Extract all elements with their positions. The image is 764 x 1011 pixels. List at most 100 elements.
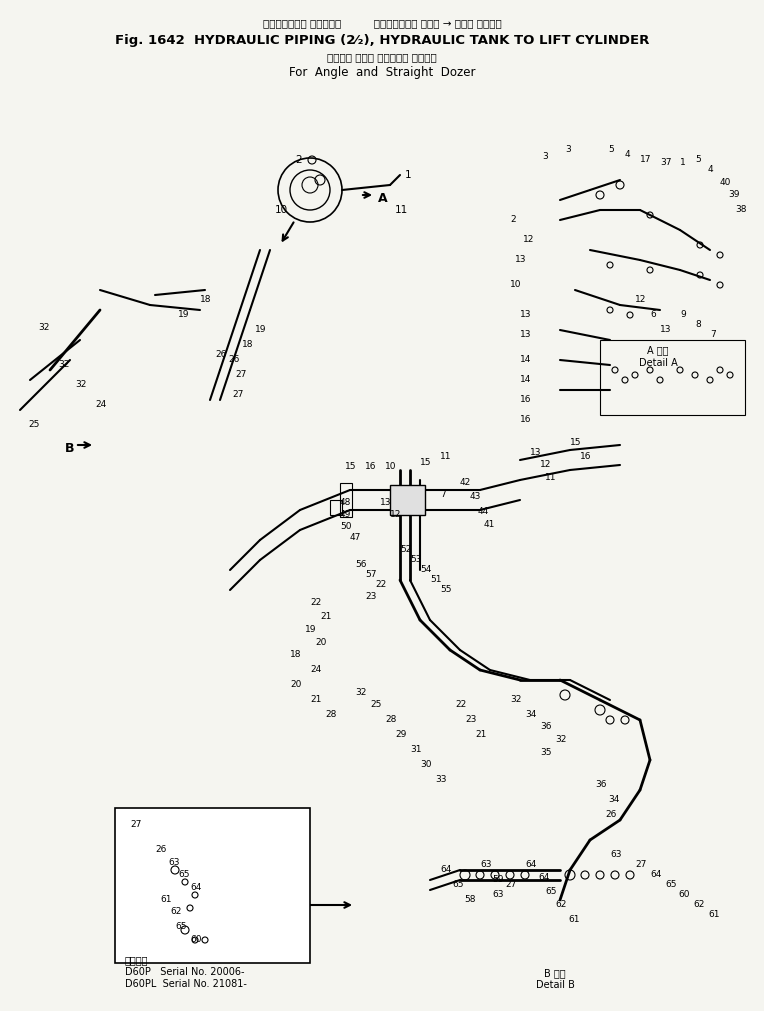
Text: 47: 47 [350,533,361,542]
Text: 6: 6 [650,310,656,319]
Text: 36: 36 [540,722,552,731]
Text: 19: 19 [178,310,189,319]
Text: 24: 24 [95,400,106,409]
Text: 11: 11 [395,205,408,215]
Text: 65: 65 [545,887,556,896]
Text: 10: 10 [510,280,522,289]
Text: 63: 63 [480,860,491,869]
Text: 14: 14 [520,355,532,364]
Text: B 詳細: B 詳細 [544,968,566,978]
Text: 32: 32 [38,323,50,332]
Text: 42: 42 [460,478,471,487]
Text: 62: 62 [170,907,181,916]
Text: 55: 55 [440,585,452,594]
Text: 3: 3 [542,152,548,161]
Text: 20: 20 [315,638,326,647]
Text: 10: 10 [275,205,288,215]
Text: 18: 18 [200,295,212,304]
Text: 23: 23 [365,592,377,601]
Text: 59: 59 [492,875,503,884]
Text: 32: 32 [510,695,521,704]
Text: 13: 13 [520,330,532,339]
Text: Detail A: Detail A [639,358,678,368]
Text: 13: 13 [380,498,391,507]
Text: 62: 62 [555,900,566,909]
Text: 22: 22 [310,598,321,607]
Text: 34: 34 [525,710,536,719]
Text: 37: 37 [660,158,672,167]
Text: 22: 22 [455,700,466,709]
Text: 43: 43 [470,492,481,501]
Text: 63: 63 [610,850,621,859]
Text: アングル および ストレート ドーザ用: アングル および ストレート ドーザ用 [327,52,437,62]
Text: D60P   Serial No. 20006-: D60P Serial No. 20006- [125,967,244,977]
Text: 52: 52 [400,545,411,554]
Text: 18: 18 [290,650,302,659]
Text: 5: 5 [695,155,701,164]
Bar [115,808,310,963]
Text: 50: 50 [340,522,351,531]
Text: 64: 64 [525,860,536,869]
Text: 24: 24 [310,665,321,674]
Text: 27: 27 [505,880,516,889]
Text: 29: 29 [395,730,406,739]
Text: 21: 21 [475,730,487,739]
Text: 15: 15 [570,438,581,447]
Text: 8: 8 [695,320,701,329]
Text: 39: 39 [728,190,740,199]
Text: 16: 16 [365,462,377,471]
Text: 26: 26 [215,350,226,359]
Bar [330,500,342,515]
Text: 60: 60 [190,935,202,944]
Text: 25: 25 [370,700,381,709]
Text: 1: 1 [405,170,412,180]
Text: 25: 25 [28,420,40,429]
Text: 35: 35 [540,748,552,757]
Text: 27: 27 [232,390,244,399]
Text: 11: 11 [545,473,556,482]
Text: 36: 36 [595,780,607,789]
Text: 26: 26 [155,845,167,854]
Text: 3: 3 [565,145,571,154]
Text: 58: 58 [464,895,475,904]
Text: 12: 12 [635,295,646,304]
Text: 16: 16 [520,395,532,404]
Text: 12: 12 [390,510,401,519]
Text: 65: 65 [665,880,676,889]
Text: 33: 33 [435,775,446,784]
Text: 9: 9 [680,310,686,319]
Text: 44: 44 [478,507,489,516]
Text: 2: 2 [295,155,302,165]
Text: D60PL  Serial No. 21081-: D60PL Serial No. 21081- [125,979,247,989]
Text: 65: 65 [452,880,464,889]
Text: 27: 27 [635,860,646,869]
Text: 49: 49 [340,510,351,519]
Text: 57: 57 [365,570,377,579]
Text: 4: 4 [625,150,630,159]
Text: 27: 27 [235,370,246,379]
Text: 54: 54 [420,565,432,574]
Text: ハイドロリック パイピング          ハイドロリック タンク → リフト シリンダ: ハイドロリック パイピング ハイドロリック タンク → リフト シリンダ [263,18,501,28]
Text: 5: 5 [608,145,613,154]
Text: 65: 65 [175,922,186,931]
Text: 16: 16 [520,415,532,424]
Text: 27: 27 [130,820,141,829]
Text: 32: 32 [355,688,367,697]
Text: 31: 31 [410,745,422,754]
Text: 15: 15 [345,462,357,471]
Text: 61: 61 [708,910,720,919]
Text: 15: 15 [420,458,432,467]
Text: 28: 28 [325,710,336,719]
Text: 62: 62 [693,900,704,909]
Text: 4: 4 [708,165,714,174]
Text: 13: 13 [515,255,526,264]
Text: 12: 12 [523,235,534,244]
Text: 64: 64 [440,865,452,874]
Text: 22: 22 [375,580,387,589]
Text: 61: 61 [160,895,171,904]
Text: 48: 48 [340,498,351,507]
Text: 2: 2 [510,215,516,224]
Text: Fig. 1642  HYDRAULIC PIPING (2⁄₂), HYDRAULIC TANK TO LIFT CYLINDER: Fig. 1642 HYDRAULIC PIPING (2⁄₂), HYDRAU… [115,34,649,47]
Text: 32: 32 [58,360,70,369]
Text: 16: 16 [580,452,591,461]
